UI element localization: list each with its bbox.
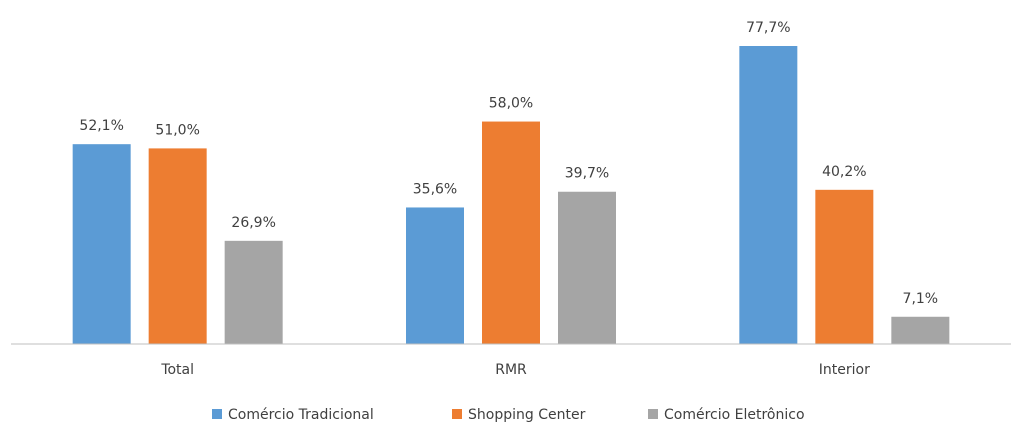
legend-label: Shopping Center <box>468 407 586 423</box>
data-label: 39,7% <box>565 166 609 182</box>
data-label: 7,1% <box>903 291 939 307</box>
bar <box>482 121 540 345</box>
legend-swatch <box>452 409 462 419</box>
bar <box>72 144 131 344</box>
legend-swatch <box>212 409 222 419</box>
legend-label: Comércio Eletrônico <box>664 407 805 423</box>
bar <box>148 148 207 344</box>
data-label: 35,6% <box>413 181 457 197</box>
data-label: 52,1% <box>79 118 123 134</box>
data-label: 26,9% <box>231 215 275 231</box>
data-label: 58,0% <box>489 96 533 112</box>
legend-label: Comércio Tradicional <box>228 407 374 423</box>
bar <box>406 207 464 344</box>
x-tick-label: RMR <box>495 362 527 378</box>
bar <box>739 46 798 344</box>
bar <box>815 189 874 344</box>
data-label: 77,7% <box>746 20 790 36</box>
x-tick-label: Total <box>160 362 194 378</box>
bar <box>891 316 950 344</box>
data-label: 51,0% <box>155 122 199 138</box>
legend-swatch <box>648 409 658 419</box>
x-tick-label: Interior <box>819 362 870 378</box>
bar <box>558 191 616 344</box>
data-label: 40,2% <box>822 164 866 180</box>
bar <box>224 240 283 344</box>
